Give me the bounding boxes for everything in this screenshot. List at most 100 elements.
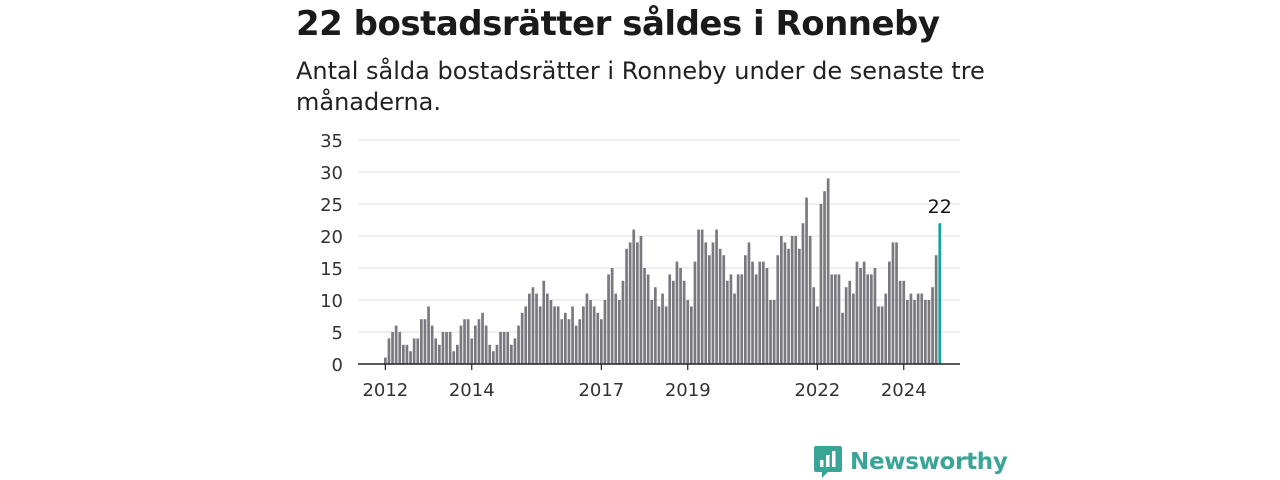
bar (574, 325, 578, 364)
bar (603, 300, 607, 364)
bar (610, 268, 614, 364)
bar (621, 280, 625, 364)
bar (873, 268, 877, 364)
bar (600, 319, 603, 364)
bar (859, 268, 862, 364)
bar (697, 229, 700, 364)
bar (650, 300, 654, 364)
bar (679, 268, 682, 364)
bar (844, 287, 848, 364)
bar (826, 178, 830, 364)
bar (582, 306, 585, 364)
bar (920, 293, 924, 364)
bar (754, 274, 758, 364)
bar (895, 242, 898, 364)
x-tick-label: 2017 (578, 380, 624, 401)
bar (567, 319, 571, 364)
bar (682, 280, 686, 364)
bar (384, 357, 387, 364)
bar (499, 332, 502, 364)
bar (405, 344, 409, 364)
bar (848, 280, 852, 364)
bar (704, 242, 708, 364)
bar (416, 338, 420, 364)
bar (452, 351, 456, 364)
bar (877, 306, 880, 364)
bar (430, 325, 434, 364)
bar (841, 312, 844, 364)
bar (549, 300, 553, 364)
bar (718, 248, 722, 364)
y-tick-label: 15 (320, 259, 343, 280)
bar (780, 236, 783, 364)
bar (578, 319, 582, 364)
bar (524, 306, 528, 364)
y-tick-label: 0 (332, 355, 343, 376)
bar (711, 242, 715, 364)
bar (387, 338, 391, 364)
bar (420, 319, 423, 364)
bar (790, 236, 794, 364)
bar (614, 293, 618, 364)
bar (729, 274, 733, 364)
bar (916, 293, 920, 364)
bar (816, 306, 819, 364)
bar (628, 242, 632, 364)
bar (661, 293, 664, 364)
bar (708, 255, 711, 364)
bar (438, 344, 441, 364)
bar-highlight (938, 223, 942, 364)
bar (571, 306, 574, 364)
bar (794, 236, 798, 364)
bar (434, 338, 438, 364)
y-tick-label: 20 (320, 227, 343, 248)
bar (618, 300, 621, 364)
bar (560, 319, 564, 364)
y-axis-labels: 0 5 10 15 20 25 30 35 (320, 131, 343, 376)
bar (657, 306, 661, 364)
bar (715, 229, 718, 364)
x-axis-labels: 2012 2014 2017 2019 2022 2024 (362, 364, 927, 401)
bar (654, 287, 657, 364)
bar (448, 332, 452, 364)
bar (542, 280, 546, 364)
bar (474, 325, 477, 364)
bar (538, 306, 542, 364)
bar (884, 293, 888, 364)
bar (596, 312, 600, 364)
bar (690, 306, 693, 364)
bar (837, 274, 841, 364)
bar (801, 223, 805, 364)
bar (409, 351, 412, 364)
bar (441, 332, 445, 364)
last-value-label: 22 (928, 196, 952, 218)
bar (531, 287, 535, 364)
bar (686, 300, 690, 364)
bar (459, 325, 463, 364)
bar (564, 312, 567, 364)
bar (492, 351, 495, 364)
bar (668, 274, 672, 364)
bar (913, 300, 916, 364)
bar (502, 332, 506, 364)
x-tick-label: 2024 (881, 380, 927, 401)
bar (866, 274, 870, 364)
bar (870, 274, 873, 364)
bar (535, 293, 538, 364)
bar (675, 261, 679, 364)
x-tick-label: 2022 (794, 380, 840, 401)
bar (394, 325, 398, 364)
bar (906, 300, 909, 364)
bar (927, 300, 931, 364)
bar (787, 248, 790, 364)
bar (510, 344, 513, 364)
y-tick-label: 5 (332, 323, 343, 344)
y-tick-label: 25 (320, 195, 343, 216)
bar (423, 319, 427, 364)
bar (495, 344, 499, 364)
bar (758, 261, 762, 364)
bar (769, 300, 772, 364)
bar (898, 280, 902, 364)
bar (607, 274, 610, 364)
bar (412, 338, 416, 364)
